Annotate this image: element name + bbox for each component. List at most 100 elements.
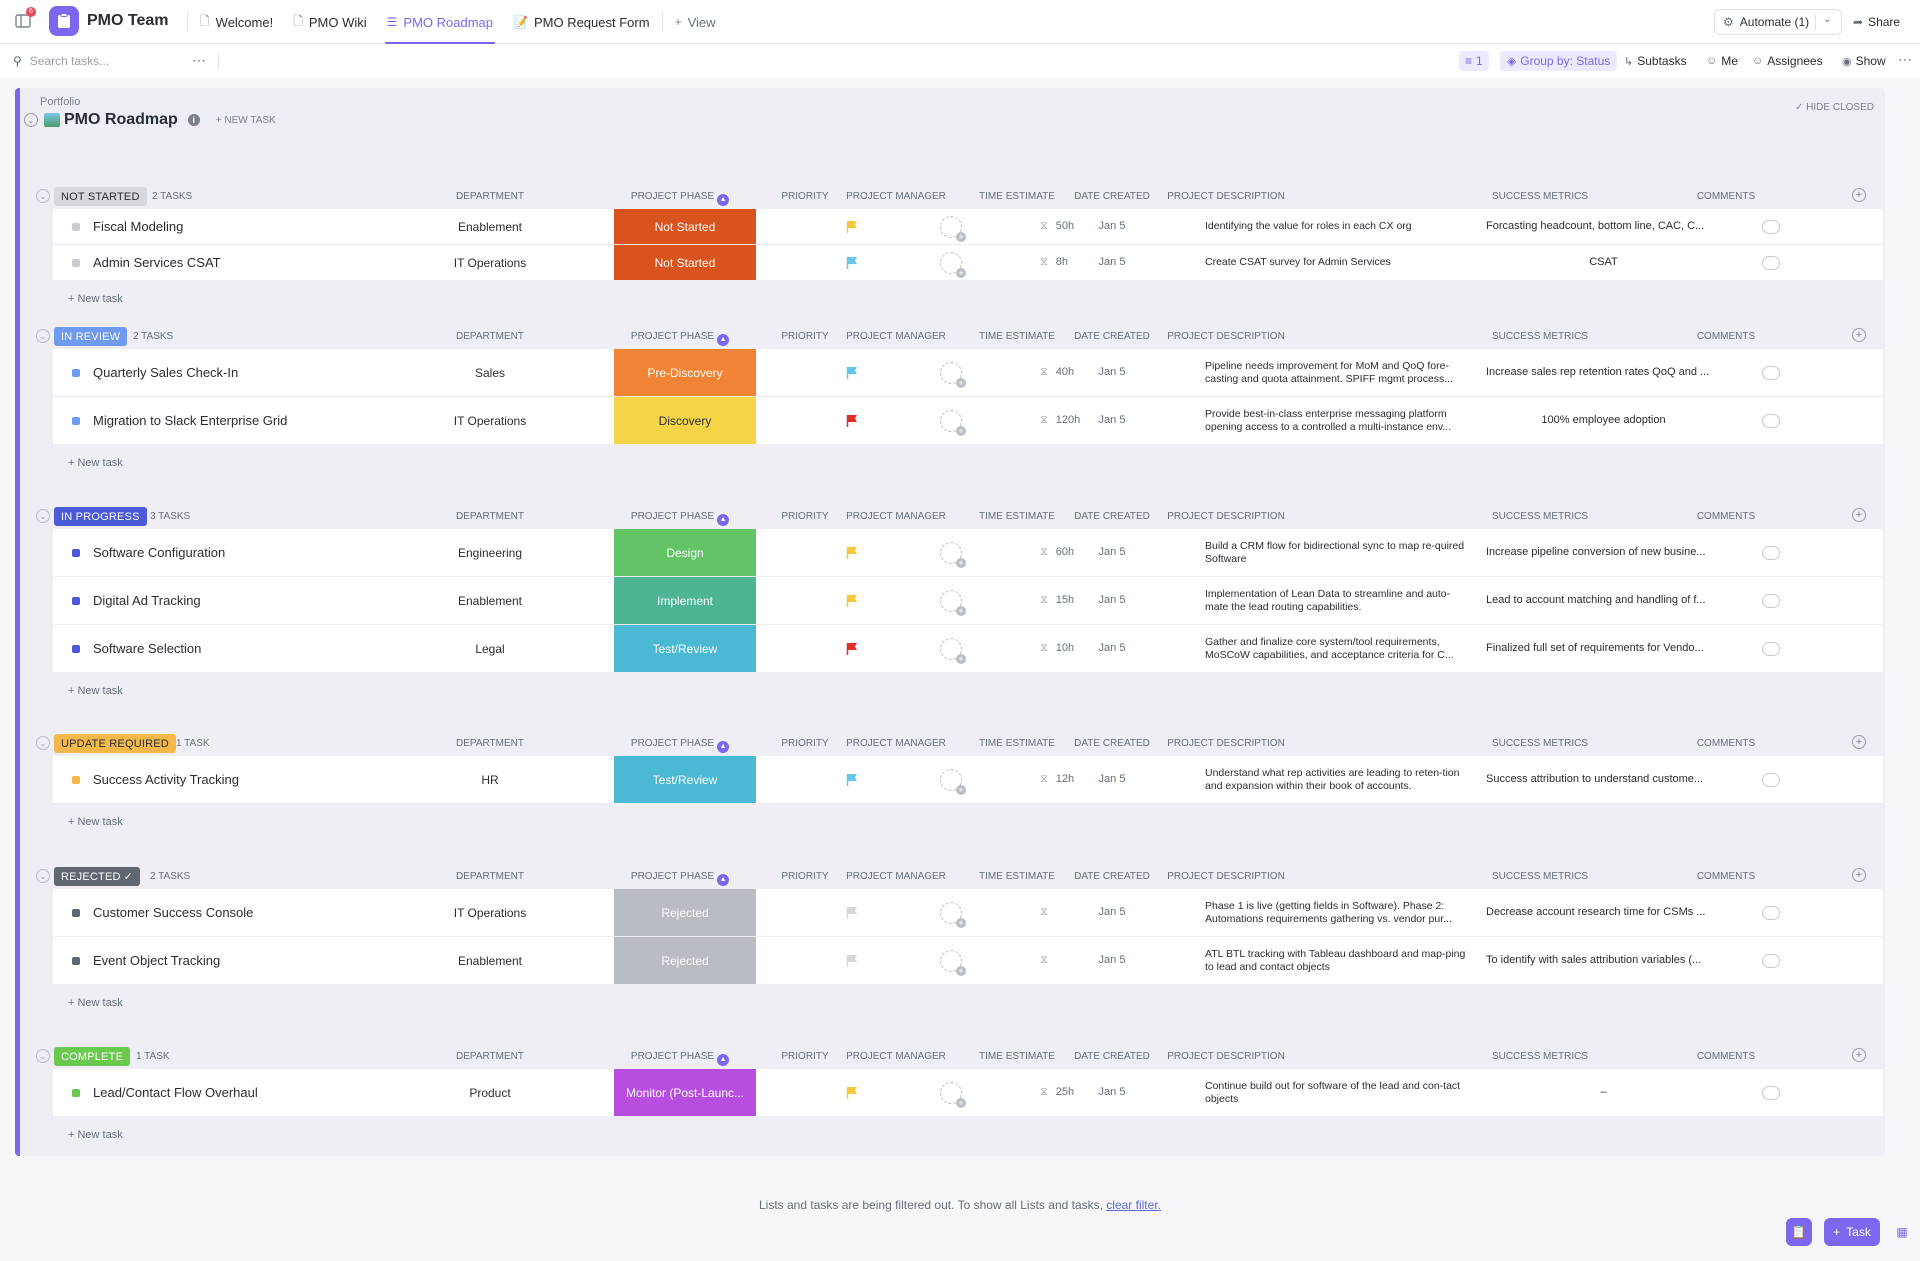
task-name[interactable]: Lead/Contact Flow Overhaul [93,1085,258,1100]
priority-flag-icon[interactable] [846,773,858,786]
column-header-metrics[interactable]: SUCCESS METRICS [1480,331,1600,342]
time-estimate-cell[interactable]: ⧖ 15h [1040,594,1120,607]
assign-manager-icon[interactable] [940,1082,966,1108]
column-header-metrics[interactable]: SUCCESS METRICS [1480,191,1600,202]
dropdown-icon[interactable]: ▲ [717,334,730,346]
column-header-estimate[interactable]: TIME ESTIMATE [972,871,1062,882]
tab-pmo-roadmap[interactable]: ☰ PMO Roadmap [377,0,503,44]
notepad-button[interactable]: 📋 [1786,1218,1812,1246]
add-column-icon[interactable]: + [1852,508,1866,522]
status-square[interactable] [72,776,80,784]
description-cell[interactable]: Provide best-in-class enterprise messagi… [1205,408,1452,433]
phase-cell[interactable]: Test/Review [614,625,756,672]
column-header-department[interactable]: DEPARTMENT [425,511,555,522]
column-header-manager[interactable]: PROJECT MANAGER [841,1051,951,1062]
date-created-cell[interactable]: Jan 5 [1098,546,1126,558]
success-metrics-cell[interactable]: Finalized full set of requirements for V… [1486,642,1704,654]
date-created-cell[interactable]: Jan 5 [1098,414,1126,426]
filter-button[interactable]: ≡ 1 [1459,51,1489,71]
column-header-priority[interactable]: PRIORITY [765,738,845,749]
table-row[interactable]: Fiscal Modeling Enablement Not Started ⧖ 50h… [53,209,1883,245]
column-header-phase[interactable]: PROJECT PHASE ▲ [620,331,740,346]
tab-pmo-wiki[interactable]: 🗋 PMO Wiki [283,0,376,44]
description-cell[interactable]: Build a CRM flow for bidirectional sync … [1205,540,1465,565]
comment-icon[interactable] [1762,256,1780,270]
column-header-comments[interactable]: COMMENTS [1686,331,1766,342]
collapse-group-icon[interactable]: ⌄ [36,509,50,523]
task-name[interactable]: Admin Services CSAT [93,255,221,270]
add-column-icon[interactable]: + [1852,1048,1866,1062]
toolbar-more-icon[interactable]: ⋯ [1898,51,1912,67]
column-header-created[interactable]: DATE CREATED [1072,191,1152,202]
status-square[interactable] [72,1089,80,1097]
status-square[interactable] [72,223,80,231]
hide-closed-button[interactable]: ✓ HIDE CLOSED [1795,102,1874,113]
department-cell[interactable]: IT Operations [453,906,527,920]
apps-grid-icon[interactable]: ▦ [1896,1225,1908,1239]
description-cell[interactable]: Implementation of Lean Data to streamlin… [1205,588,1451,613]
column-header-metrics[interactable]: SUCCESS METRICS [1480,738,1600,749]
department-cell[interactable]: IT Operations [453,256,527,270]
assignees-button[interactable]: ☺ Assignees [1752,54,1823,68]
success-metrics-cell[interactable]: Decrease account research time for CSMs … [1486,906,1706,918]
tab-pmo-request-form[interactable]: 📝 PMO Request Form [503,0,660,44]
sidebar-toggle-button[interactable]: 6 [14,7,36,32]
phase-cell[interactable]: Discovery [614,397,756,444]
assign-manager-icon[interactable] [940,638,966,664]
column-header-priority[interactable]: PRIORITY [765,871,845,882]
collapse-group-icon[interactable]: ⌄ [36,329,50,343]
date-created-cell[interactable]: Jan 5 [1098,1086,1126,1098]
description-cell[interactable]: Pipeline needs improvement for MoM and Q… [1205,360,1454,385]
status-square[interactable] [72,597,80,605]
column-header-comments[interactable]: COMMENTS [1686,738,1766,749]
column-header-phase[interactable]: PROJECT PHASE ▲ [620,1051,740,1066]
assign-manager-icon[interactable] [940,902,966,928]
priority-flag-icon[interactable] [846,906,858,919]
table-row[interactable]: Admin Services CSAT IT Operations Not Star… [53,245,1883,281]
column-header-manager[interactable]: PROJECT MANAGER [841,331,951,342]
search-input[interactable]: Search tasks... [29,54,110,68]
column-header-comments[interactable]: COMMENTS [1686,871,1766,882]
column-header-priority[interactable]: PRIORITY [765,511,845,522]
task-name[interactable]: Software Selection [93,641,202,656]
status-square[interactable] [72,259,80,267]
column-header-estimate[interactable]: TIME ESTIMATE [972,191,1062,202]
comment-icon[interactable] [1762,366,1780,380]
status-badge[interactable]: IN PROGRESS [54,507,147,526]
success-metrics-cell[interactable]: – [1600,1086,1607,1098]
table-row[interactable]: Software Selection Legal Test/Review ⧖ 10h Ja… [53,625,1883,673]
tab-welcome[interactable]: 🗋 Welcome! [190,0,283,44]
more-options-icon[interactable]: ⋯ [192,52,206,68]
success-metrics-cell[interactable]: To identify with sales attribution varia… [1486,954,1702,966]
description-cell[interactable]: Gather and finalize core system/tool req… [1205,636,1454,661]
collapse-group-icon[interactable]: ⌄ [36,736,50,750]
phase-cell[interactable]: Rejected [614,937,756,984]
time-estimate-cell[interactable]: ⧖ 25h [1040,1086,1120,1099]
assign-manager-icon[interactable] [940,769,966,795]
add-column-icon[interactable]: + [1852,328,1866,342]
collapse-group-icon[interactable]: ⌄ [36,1049,50,1063]
space-logo[interactable] [49,6,79,36]
add-task-button[interactable]: + Task [1824,1218,1880,1246]
task-name[interactable]: Fiscal Modeling [93,219,184,234]
share-button[interactable]: ➦ Share [1853,9,1900,35]
time-estimate-cell[interactable]: ⧖ 60h [1040,546,1120,559]
phase-cell[interactable]: Not Started [614,209,756,244]
new-task-row[interactable]: + New task [68,457,123,469]
description-cell[interactable]: Understand what rep activities are leadi… [1205,767,1460,792]
new-task-button[interactable]: + NEW TASK [215,114,276,126]
assign-manager-icon[interactable] [940,252,966,278]
phase-cell[interactable]: Not Started [614,245,756,280]
task-name[interactable]: Software Configuration [93,545,226,560]
priority-flag-icon[interactable] [846,366,858,379]
collapse-group-icon[interactable]: ⌄ [36,869,50,883]
date-created-cell[interactable]: Jan 5 [1098,594,1126,606]
description-cell[interactable]: ATL BTL tracking with Tableau dashboard … [1205,948,1466,973]
table-row[interactable]: Digital Ad Tracking Enablement Implement ⧖ 1… [53,577,1883,625]
status-square[interactable] [72,909,80,917]
priority-flag-icon[interactable] [846,1086,858,1099]
time-estimate-cell[interactable]: ⧖ 120h [1040,414,1120,427]
success-metrics-cell[interactable]: Success attribution to understand custom… [1486,773,1704,785]
add-view-button[interactable]: + View [665,0,726,44]
dropdown-icon[interactable]: ▲ [717,874,730,886]
